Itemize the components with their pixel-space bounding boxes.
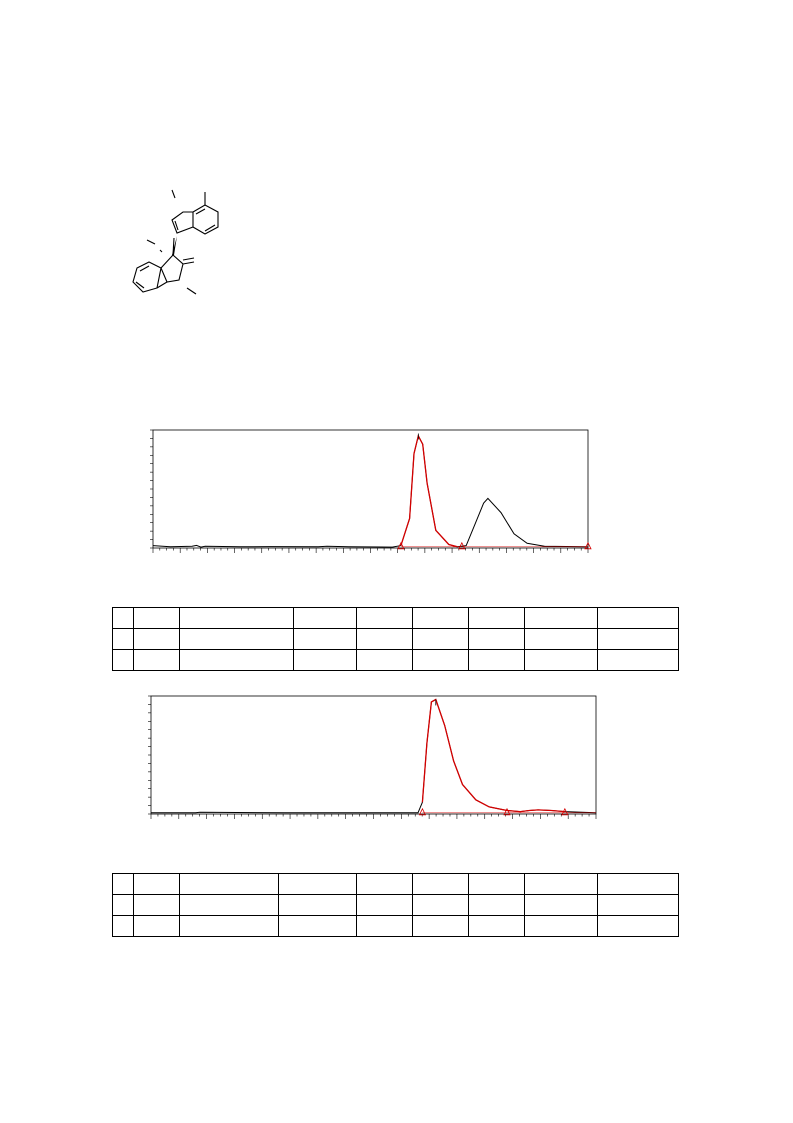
table-cell	[133, 649, 181, 671]
table-cell	[133, 894, 181, 916]
table-cell	[412, 607, 469, 629]
table-cell	[467, 915, 525, 937]
chemical-structure	[132, 189, 219, 295]
table-cell	[356, 628, 414, 650]
table-row	[111, 628, 679, 650]
table-cell	[179, 607, 294, 629]
table-cell	[292, 607, 358, 629]
table-cell	[133, 607, 181, 629]
peak-boundary-marker	[397, 541, 405, 550]
table-cell	[523, 873, 599, 895]
table-cell	[292, 649, 358, 671]
peak-boundary-marker	[561, 807, 569, 816]
table-cell	[111, 915, 135, 937]
table-cell	[277, 873, 358, 895]
table-cell	[292, 628, 358, 650]
peak-boundary-marker	[503, 807, 511, 816]
table-cell	[523, 607, 599, 629]
table-cell	[523, 649, 599, 671]
table-cell	[277, 894, 358, 916]
table-cell	[523, 628, 599, 650]
table-cell	[133, 628, 181, 650]
table-cell	[179, 628, 294, 650]
integrated-peak	[400, 434, 458, 548]
table-cell	[179, 649, 294, 671]
peak-boundary-marker	[584, 541, 592, 550]
table-cell	[356, 873, 414, 895]
table-cell	[412, 873, 469, 895]
table-cell	[467, 894, 525, 916]
peak-table-2	[111, 873, 679, 937]
trace-line	[151, 698, 597, 814]
table-cell	[356, 607, 414, 629]
table-cell	[597, 915, 679, 937]
table-cell	[356, 649, 414, 671]
table-cell	[111, 873, 135, 895]
table-cell	[356, 915, 414, 937]
table-cell	[412, 628, 469, 650]
table-cell	[111, 628, 135, 650]
table-cell	[597, 894, 679, 916]
trace-line	[152, 434, 589, 548]
table-cell	[111, 607, 135, 629]
peak-boundary-marker	[458, 541, 466, 550]
table-cell	[412, 894, 469, 916]
peak-boundary-marker	[418, 807, 427, 816]
table-cell	[277, 915, 358, 937]
chromatogram-1	[150, 429, 592, 553]
table-cell	[468, 649, 525, 671]
table-cell	[412, 649, 469, 671]
plot-frame	[152, 429, 589, 549]
integrated-peak	[421, 698, 565, 813]
table-cell	[467, 873, 525, 895]
table-cell	[133, 873, 181, 895]
table-cell	[597, 873, 679, 895]
table-cell	[179, 873, 279, 895]
table-cell	[523, 915, 599, 937]
table-row	[111, 894, 679, 916]
table-cell	[468, 628, 525, 650]
table-cell	[412, 915, 469, 937]
table-cell	[133, 915, 181, 937]
peak-table-1	[111, 607, 679, 671]
table-row	[111, 607, 679, 629]
chromatogram-2	[148, 695, 597, 819]
table-cell	[111, 894, 135, 916]
table-row	[111, 915, 679, 937]
table-row	[111, 873, 679, 895]
table-cell	[179, 894, 279, 916]
table-cell	[468, 607, 525, 629]
plot-frame	[150, 695, 597, 815]
table-cell	[523, 894, 599, 916]
table-cell	[111, 649, 135, 671]
table-row	[111, 649, 679, 671]
table-cell	[597, 628, 679, 650]
table-cell	[597, 607, 679, 629]
table-cell	[597, 649, 679, 671]
table-cell	[179, 915, 279, 937]
table-cell	[356, 894, 414, 916]
